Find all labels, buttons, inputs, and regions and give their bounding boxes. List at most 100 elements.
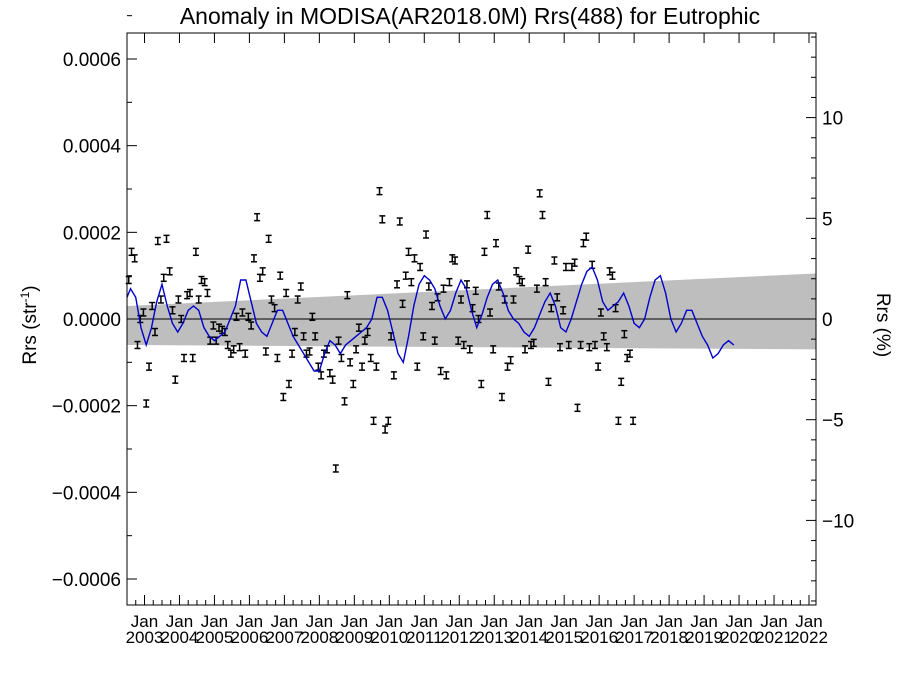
x-tick-year: 2011 [406, 628, 443, 647]
x-tick-year: 2004 [161, 628, 199, 647]
y-tick-label: −0.0002 [52, 397, 121, 418]
data-point [344, 290, 351, 300]
data-point [131, 254, 138, 263]
x-tick-month: Jan [550, 612, 577, 631]
data-point [294, 295, 301, 304]
x-tick-year: 2013 [475, 628, 513, 647]
x-tick-month: Jan [481, 612, 508, 631]
x-tick-year: 2015 [545, 628, 583, 647]
x-tick-year: 2009 [335, 628, 373, 647]
y-right-tick-label: 5 [822, 209, 833, 230]
data-point [519, 277, 526, 287]
y-axis-left-label-main: Rrs (str [20, 302, 41, 365]
data-point [181, 353, 188, 363]
x-axis: Jan2003Jan2004Jan2005Jan2006Jan2007Jan20… [126, 33, 828, 647]
data-point [425, 282, 432, 291]
data-point [245, 312, 252, 322]
data-point [513, 267, 520, 276]
data-point [577, 340, 584, 350]
x-tick-month: Jan [446, 612, 473, 631]
data-point [560, 306, 567, 315]
data-point [361, 336, 368, 345]
x-tick-year: 2006 [230, 628, 268, 647]
data-point [533, 284, 540, 293]
x-tick-month: Jan [760, 612, 787, 631]
data-point [385, 416, 392, 426]
data-point [516, 275, 523, 285]
data-point [265, 234, 272, 244]
data-point [595, 362, 602, 371]
data-point [248, 321, 255, 330]
data-point [297, 282, 304, 291]
y-tick-label: 0.0006 [63, 50, 121, 71]
data-point [306, 347, 313, 356]
data-point [242, 349, 249, 358]
data-point [376, 186, 383, 196]
data-point [250, 254, 257, 263]
data-point [151, 327, 158, 337]
data-point [630, 416, 637, 426]
y-right-tick-label: −10 [822, 511, 854, 532]
data-point [277, 271, 284, 280]
data-point [466, 345, 473, 354]
data-point [268, 295, 275, 304]
data-point [565, 340, 572, 350]
x-tick-year: 2018 [650, 628, 688, 647]
data-point [396, 217, 403, 226]
x-tick-year: 2017 [615, 628, 653, 647]
data-point [405, 247, 412, 257]
x-tick-year: 2020 [720, 628, 758, 647]
data-point [571, 258, 578, 267]
data-point [618, 377, 625, 387]
data-point [414, 362, 421, 371]
data-point [542, 277, 549, 287]
y-axis-right-label: Rrs (%) [872, 293, 893, 357]
data-point [227, 349, 234, 358]
data-point [624, 353, 631, 363]
data-point [487, 308, 494, 317]
y-tick-label: 0.0000 [63, 310, 121, 331]
y-right-tick-label: 0 [822, 310, 833, 331]
data-point [338, 353, 345, 363]
data-point [437, 366, 444, 376]
data-point [312, 332, 319, 341]
data-point [184, 290, 191, 300]
data-point [367, 353, 374, 363]
data-point [172, 375, 179, 384]
data-point [449, 254, 456, 263]
x-tick-month: Jan [201, 612, 228, 631]
data-point [350, 379, 357, 389]
data-point [175, 295, 182, 304]
x-tick-year: 2014 [510, 628, 548, 647]
data-point [329, 375, 336, 384]
x-tick-year: 2005 [196, 628, 234, 647]
data-point [215, 323, 222, 332]
y-tick-label: −0.0004 [52, 483, 122, 504]
y-axis-left: −0.0006 −0.0004 −0.0002 0.0000 0.0002 0.0004 0… [52, 15, 137, 591]
data-point [530, 338, 537, 348]
x-tick-month: Jan [236, 612, 263, 631]
data-point [411, 254, 418, 263]
data-point [134, 340, 141, 350]
data-point [189, 353, 196, 363]
x-tick-month: Jan [131, 612, 158, 631]
data-point [353, 345, 360, 354]
data-point [527, 340, 534, 350]
x-tick-month: Jan [725, 612, 752, 631]
data-point [574, 403, 581, 413]
data-point [510, 295, 517, 304]
data-point [455, 336, 462, 345]
data-point [230, 345, 237, 354]
data-point [160, 273, 167, 283]
data-point [140, 308, 147, 317]
data-point [359, 362, 366, 371]
data-point [224, 340, 231, 350]
x-tick-month: Jan [166, 612, 193, 631]
x-tick-year: 2019 [685, 628, 723, 647]
data-point [548, 303, 555, 313]
axes: −0.0006 −0.0004 −0.0002 0.0000 0.0002 0.0004 0… [52, 15, 854, 647]
data-point [591, 340, 598, 350]
data-point [379, 215, 386, 224]
data-point [545, 377, 552, 387]
